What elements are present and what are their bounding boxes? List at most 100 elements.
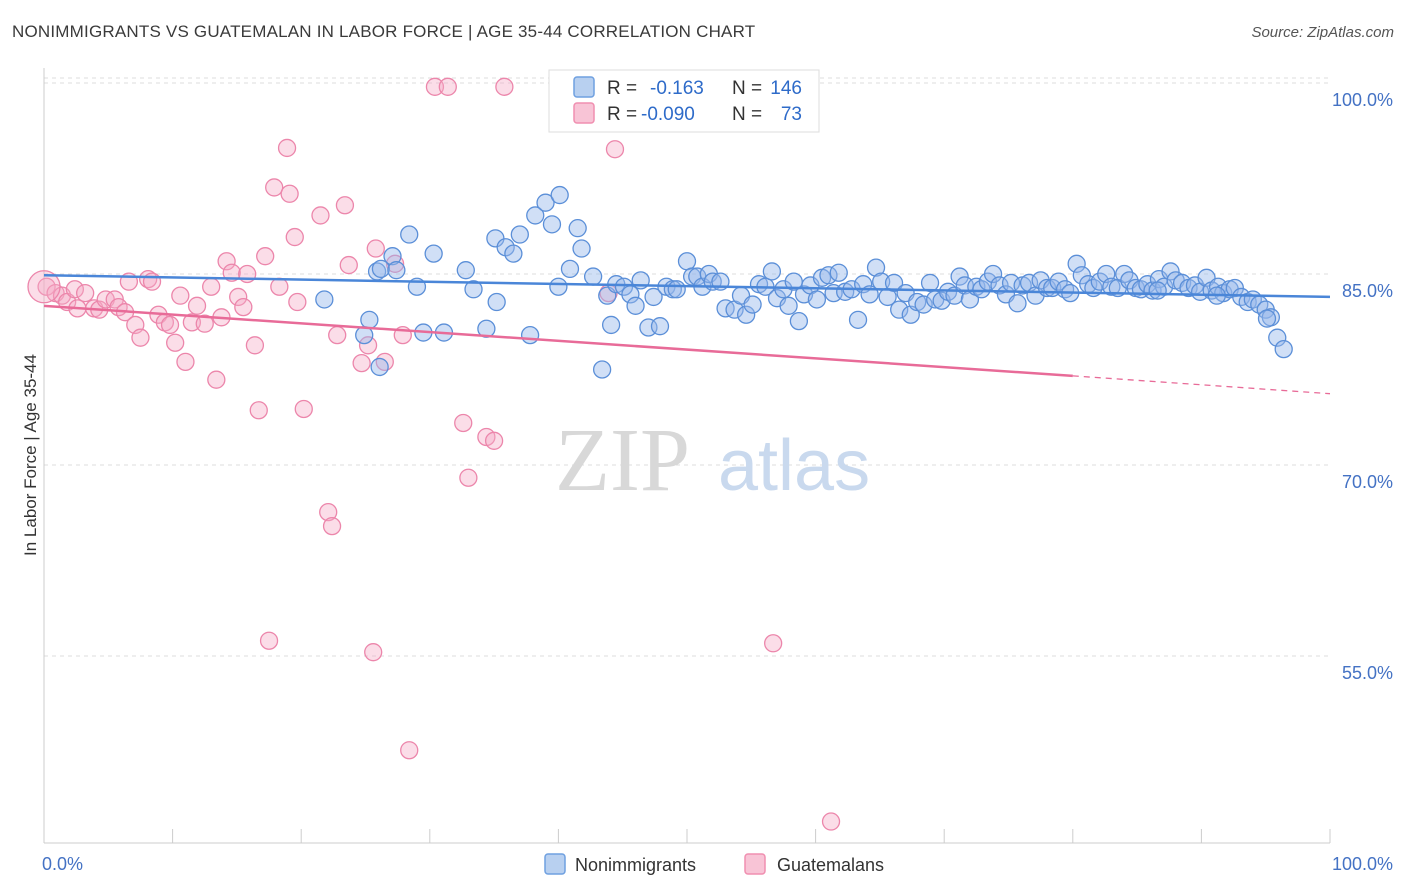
nonimmigrant-point [807,290,827,309]
guatemalans-points [27,75,841,831]
trend-lines [43,274,1331,395]
guatemalan-point [438,77,457,96]
nonimmigrants-points [315,185,1293,379]
nonimmigrant-point [601,315,621,335]
legend-n-value-1: 146 [770,78,802,99]
guatemalan-point [171,286,190,305]
guatemalan-point [352,353,371,373]
nonimmigrant-point [1102,277,1121,296]
legend-n-label-1: N = [732,78,762,99]
y-tick-label: 100.0% [1332,90,1393,110]
legend-r-label-1: R = [607,78,637,99]
guatemalan-point [322,516,342,536]
watermark-zip: ZIP [555,411,690,510]
nonimmigrant-point [560,259,580,279]
guatemalan-point [166,333,185,352]
guatemalan-point [285,227,304,247]
guatemalan-point [425,77,445,96]
series-legend: Nonimmigrants Guatemalans [544,853,884,875]
nonimmigrant-point [504,244,523,263]
nonimmigrant-point [520,325,540,345]
nonimmigrant-point [315,290,334,309]
guatemalan-point [277,138,297,158]
guatemalan-point [339,255,358,275]
legend-r-label-2: R = [607,104,637,125]
legend-swatch-guatemalans-bottom [744,853,766,875]
nonimmigrant-point [536,193,555,212]
guatemalan-point [280,184,299,203]
nonimmigrant-point [890,300,909,319]
nonimmigrant-point [1257,309,1277,328]
nonimmigrant-point [371,259,391,279]
guatemalan-point [265,178,284,197]
nonimmigrant-point [848,310,868,329]
guatemalan-point [27,270,61,304]
guatemalan-point [484,431,504,450]
guatemalan-point [311,206,330,225]
nonimmigrant-point [779,296,798,315]
guatemalan-point [65,280,85,299]
nonimmigrant-point [990,276,1009,295]
nonimmigrant-point [487,292,506,312]
guatemalan-point [222,263,241,282]
guatemalan-point [270,277,289,296]
nonimmigrant-point [1148,281,1167,300]
nonimmigrant-point [774,280,793,299]
guatemalan-point [187,296,207,315]
guatemalan-point [364,643,383,662]
guatemalan-point [37,277,56,296]
nonimmigrant-point [626,296,645,315]
nonimmigrant-point [1161,262,1180,281]
nonimmigrant-point [572,239,591,258]
nonimmigrants-trend-line [43,274,1331,299]
watermark: ZIP atlas [555,411,870,510]
correlation-legend: R = -0.163 N = 146 R = -0.090 N = 73 [548,69,820,133]
legend-nonimmigrants: Nonimmigrants [575,855,696,875]
legend-r-value-2: -0.090 [641,104,695,125]
nonimmigrant-point [477,319,496,338]
guatemalan-point [605,140,625,159]
nonimmigrant-point [983,264,1003,284]
nonimmigrant-point [550,185,569,205]
nonimmigrant-point [510,225,529,244]
axes: 55.0% 70.0% 85.0% 100.0% 0.0% 100.0% [42,68,1393,874]
guatemalans-trend-line [43,304,1073,378]
nonimmigrant-point [884,273,904,293]
nonimmigrant-point [526,206,545,225]
guatemalan-point [207,370,226,389]
guatemalan-point [195,314,214,333]
x-tick-label: 100.0% [1332,854,1393,874]
chart-title: NONIMMIGRANTS VS GUATEMALAN IN LABOR FOR… [12,22,756,41]
nonimmigrant-point [650,317,670,336]
y-tick-label: 85.0% [1342,281,1393,301]
guatemalan-point [294,399,313,419]
legend-swatch-guatemalans [573,102,595,124]
guatemalan-point [358,336,378,355]
nonimmigrant-point [456,261,475,280]
guatemalan-point [76,283,95,303]
guatemalans-trend-extension [1072,375,1331,395]
grid-lines [44,77,1330,657]
nonimmigrant-point [592,360,612,379]
x-tick-label: 0.0% [42,854,83,874]
guatemalan-point [245,336,265,355]
nonimmigrant-point [400,225,419,244]
guatemalan-point [288,292,307,312]
guatemalan-point [160,315,180,335]
guatemalan-point [821,812,841,831]
guatemalan-point [764,634,783,653]
guatemalan-point [400,741,419,760]
nonimmigrant-point [568,219,587,238]
nonimmigrant-point [1067,254,1086,273]
guatemalan-point [366,239,385,258]
y-axis-title: In Labor Force | Age 35-44 [21,354,40,556]
nonimmigrant-point [743,295,762,314]
nonimmigrant-point [549,277,568,296]
guatemalan-point [495,77,514,96]
legend-guatemalans: Guatemalans [777,855,884,875]
nonimmigrant-point [1274,339,1293,359]
guatemalan-point [256,247,275,266]
guatemalan-point [176,352,195,372]
nonimmigrant-point [737,305,756,324]
